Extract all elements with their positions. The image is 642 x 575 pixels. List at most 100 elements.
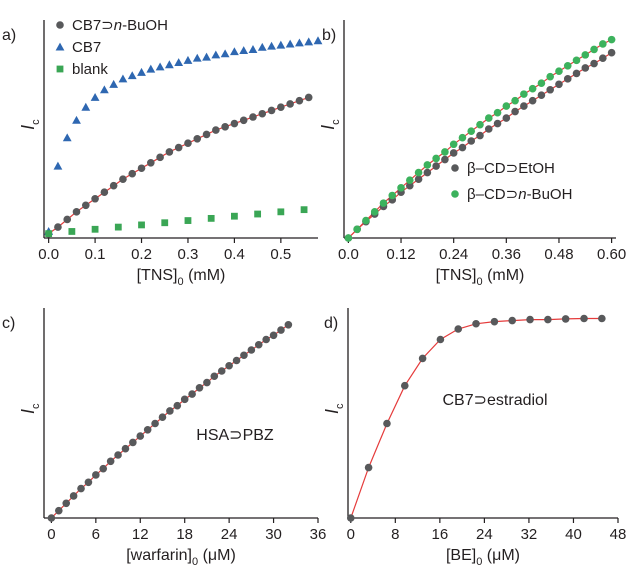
- data-point: [406, 181, 414, 190]
- data-point: [598, 314, 606, 323]
- y-axis-label-main: I: [18, 125, 38, 130]
- data-point: [364, 463, 373, 472]
- data-point: [100, 188, 109, 197]
- x-axis-label-sub: 0: [477, 276, 483, 288]
- data-point: [432, 154, 440, 163]
- legend-label-part: -BuOH: [122, 17, 168, 34]
- data-point: [239, 46, 249, 55]
- data-point: [414, 175, 423, 183]
- data-point: [458, 133, 467, 142]
- data-point: [436, 335, 445, 344]
- data-point: [346, 514, 355, 522]
- data-point: [599, 40, 607, 48]
- data-point: [239, 116, 248, 125]
- data-point: [267, 41, 276, 50]
- y-axis-label-main: I: [18, 409, 38, 414]
- data-point: [202, 52, 211, 61]
- data-point: [607, 35, 616, 44]
- data-point: [563, 75, 572, 83]
- x-tick-label: 0.24: [439, 246, 468, 263]
- y-axis-label: Ic: [318, 119, 342, 130]
- data-point: [174, 143, 183, 152]
- data-point: [248, 45, 258, 53]
- data-point: [192, 53, 202, 62]
- x-axis-label-unit: (mM): [483, 267, 525, 284]
- x-axis-label-sub: 0: [178, 276, 184, 288]
- data-point: [555, 67, 563, 76]
- data-point: [388, 191, 397, 200]
- data-point: [449, 140, 458, 149]
- data-point: [502, 102, 511, 110]
- data-point: [284, 321, 293, 329]
- x-tick-label: 8: [391, 526, 399, 543]
- data-point: [137, 164, 146, 173]
- legend-label: CB7: [72, 39, 101, 56]
- fit-line: [48, 96, 309, 235]
- fit-line: [347, 52, 612, 239]
- data-point: [166, 407, 174, 415]
- legend-marker: [451, 190, 459, 198]
- legend-label: β–CD⊃EtOH: [467, 160, 555, 177]
- data-point: [161, 219, 169, 227]
- legend-label-part: β–CD⊃EtOH: [467, 160, 555, 177]
- data-point: [146, 64, 156, 73]
- data-point: [581, 64, 590, 72]
- data-point: [109, 181, 118, 190]
- data-point: [572, 56, 581, 65]
- data-point: [520, 90, 528, 98]
- y-axis-label-sub: c: [330, 119, 342, 125]
- data-point: [69, 492, 78, 500]
- data-point: [508, 316, 517, 325]
- x-tick-label: 0.3: [178, 246, 199, 263]
- x-axis-label-main: [TNS]: [436, 267, 477, 284]
- data-point: [607, 48, 616, 57]
- legend-label-part: CB7: [72, 39, 101, 56]
- x-axis-label-unit: (μM): [482, 547, 520, 564]
- data-point: [77, 484, 85, 493]
- data-point: [490, 317, 499, 326]
- series-1: [44, 93, 313, 238]
- legend-label: β–CD⊃n-BuOH: [467, 186, 572, 203]
- data-point: [432, 162, 440, 170]
- data-point: [90, 92, 100, 101]
- data-point: [344, 234, 353, 242]
- x-tick-label: 16: [432, 526, 449, 543]
- data-point: [84, 478, 93, 487]
- data-point: [277, 208, 285, 216]
- x-tick-label: 24: [221, 526, 238, 543]
- data-point: [286, 100, 294, 108]
- data-point: [563, 61, 572, 70]
- data-point: [300, 206, 308, 214]
- legend-marker: [56, 65, 64, 73]
- x-tick-label: 0.1: [85, 246, 106, 263]
- data-point: [423, 168, 432, 177]
- data-point: [247, 346, 256, 354]
- x-tick-label: 0.5: [270, 246, 291, 263]
- series-1: [47, 321, 293, 522]
- x-axis-label-sub: 0: [476, 556, 482, 568]
- data-point: [62, 499, 71, 508]
- data-point: [458, 143, 467, 152]
- data-point: [581, 51, 590, 59]
- data-point: [184, 217, 192, 224]
- x-axis-label-sub: 0: [192, 556, 198, 568]
- data-point: [406, 176, 414, 185]
- data-point: [91, 225, 99, 233]
- data-point: [127, 71, 137, 80]
- data-point: [211, 50, 221, 59]
- data-point: [203, 378, 211, 387]
- data-point: [240, 351, 248, 360]
- data-point: [147, 158, 155, 167]
- data-point: [528, 96, 537, 105]
- data-point: [476, 131, 484, 140]
- data-point: [210, 372, 219, 381]
- x-tick-label: 6: [92, 526, 100, 543]
- panel-d: 0 8 16 24 32 40 48d)Ic[BE]0 (μM)CB7⊃estradiol: [322, 308, 626, 568]
- x-tick-label: 0.60: [597, 246, 626, 263]
- data-point: [114, 451, 122, 459]
- data-point: [418, 354, 427, 363]
- data-point: [269, 331, 278, 340]
- data-point: [156, 153, 164, 162]
- data-point: [81, 201, 90, 210]
- data-point: [45, 230, 53, 238]
